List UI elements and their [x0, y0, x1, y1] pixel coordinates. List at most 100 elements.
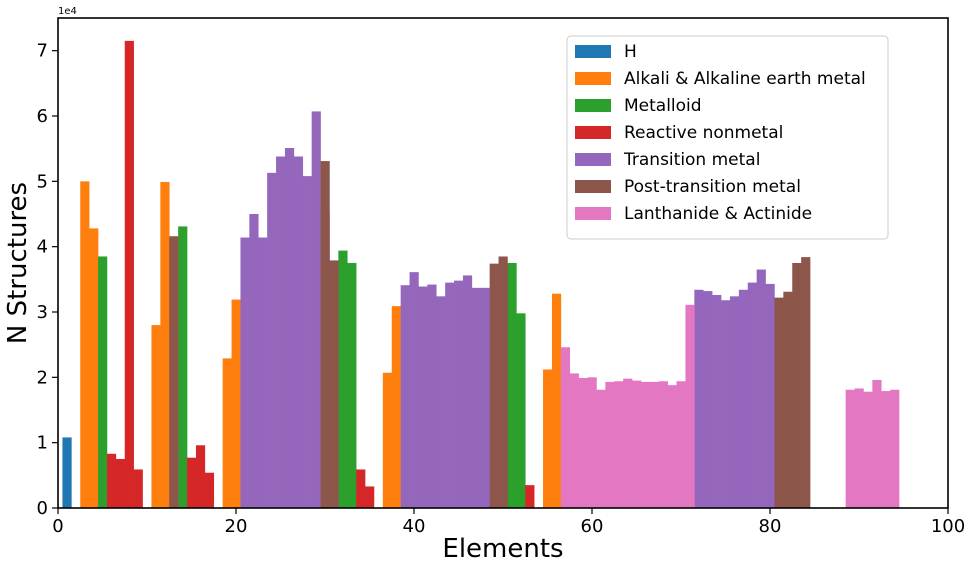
- bar-2-5: [98, 256, 108, 508]
- legend-box: [566, 35, 889, 240]
- bar-4-28: [302, 176, 312, 508]
- bar-6-93: [881, 391, 891, 508]
- y-axis-title: N Structures: [3, 182, 33, 344]
- bar-6-59: [578, 377, 588, 508]
- bar-6-68: [658, 381, 668, 508]
- bar-2-32: [338, 250, 348, 508]
- bar-1-56: [551, 293, 562, 508]
- bar-5-82: [783, 291, 793, 508]
- bar-4-44: [445, 282, 455, 508]
- bar-4-27: [293, 156, 304, 509]
- legend-swatch: [575, 45, 611, 58]
- bar-4-29: [311, 111, 321, 508]
- bar-3-16: [195, 445, 206, 508]
- bar-6-60: [587, 377, 597, 508]
- bar-3-6: [106, 453, 117, 508]
- bar-2-14: [178, 226, 188, 508]
- legend-swatch: [575, 126, 611, 139]
- bar-1-38: [391, 306, 401, 508]
- plot-frame: [57, 17, 949, 509]
- bar-3-17: [204, 472, 215, 508]
- bar-4-75: [721, 300, 731, 508]
- legend-label: Alkali & Alkaline earth metal: [624, 69, 866, 89]
- legend-swatch: [575, 72, 611, 85]
- bar-0-1: [62, 437, 72, 508]
- bar-extra-30: [320, 161, 330, 508]
- bar-1-12: [160, 181, 170, 508]
- bar-4-42: [427, 284, 437, 508]
- x-axis-ticks: 0 20 40 60 80 100: [52, 508, 965, 537]
- legend: H Alkali & Alkaline earth metal Metalloid R…: [566, 35, 889, 240]
- bar-6-67: [649, 381, 660, 508]
- legend-label: Transition metal: [623, 150, 760, 170]
- bar-3-9: [133, 469, 143, 508]
- bar-2-33: [347, 263, 357, 508]
- bar-6-89: [845, 389, 855, 508]
- bar-6-70: [676, 381, 686, 508]
- bar-4-23: [258, 237, 268, 508]
- y-tick-label: 3: [37, 302, 48, 323]
- bar-3-34: [356, 469, 366, 508]
- bar-6-91: [863, 391, 873, 508]
- bar-1-20: [231, 299, 241, 508]
- y-tick-label: 0: [37, 498, 48, 519]
- bar-6-71: [685, 304, 695, 508]
- bar-6-65: [632, 380, 642, 508]
- bar-4-41: [418, 286, 428, 508]
- bar-4-80: [765, 283, 775, 508]
- bar-4-76: [729, 296, 740, 508]
- legend-label: H: [624, 42, 637, 62]
- legend-label: Reactive nonmetal: [624, 123, 783, 143]
- bar-4-74: [712, 295, 722, 508]
- bar-4-48: [480, 287, 490, 508]
- bar-4-26: [284, 148, 295, 508]
- bar-4-46: [462, 275, 473, 508]
- y-tick-label: 1: [37, 433, 48, 454]
- bar-1-3: [80, 181, 90, 509]
- bar-4-47: [471, 287, 482, 508]
- x-tick-label: 0: [52, 516, 63, 537]
- bar-4-79: [756, 269, 766, 508]
- x-axis-title: Elements: [442, 534, 563, 564]
- bars-group: [62, 40, 900, 509]
- bar-6-94: [890, 389, 900, 508]
- bar-3-35: [365, 486, 375, 508]
- bar-1-37: [382, 372, 393, 508]
- bar-4-25: [276, 156, 286, 509]
- bar-1-4: [89, 228, 99, 508]
- bar-1-11: [151, 325, 161, 508]
- bar-5-49: [489, 263, 499, 508]
- bar-5-81: [774, 297, 784, 508]
- bar-6-90: [854, 388, 864, 508]
- bar-3-7: [115, 459, 126, 508]
- bar-6-69: [667, 385, 677, 508]
- bar-4-39: [400, 285, 410, 508]
- bar-6-64: [623, 378, 633, 508]
- y-tick-label: 7: [37, 41, 48, 62]
- y-tick-label: 6: [37, 106, 48, 127]
- bar-4-43: [436, 296, 446, 508]
- bar-3-8: [124, 40, 134, 508]
- bar-6-62: [605, 381, 615, 508]
- y-tick-label: 4: [37, 237, 48, 258]
- bar-5-31: [329, 260, 339, 508]
- bar-5-50: [498, 256, 508, 508]
- bar-6-58: [569, 373, 579, 508]
- bar-2-51: [507, 263, 517, 508]
- bar-4-40: [409, 272, 419, 508]
- legend-label: Lanthanide & Actinide: [624, 204, 812, 224]
- bar-2-52: [516, 313, 526, 508]
- legend-swatch: [575, 180, 611, 193]
- bar-6-92: [872, 379, 882, 508]
- bar-4-78: [747, 282, 757, 508]
- bar-5-83: [792, 263, 802, 508]
- bar-4-22: [249, 214, 259, 508]
- bar-4-24: [267, 172, 277, 508]
- y-tick-label: 2: [37, 367, 48, 388]
- legend-label: Metalloid: [624, 96, 702, 116]
- x-tick-label: 60: [581, 516, 604, 537]
- bar-6-61: [596, 389, 606, 508]
- x-tick-label: 100: [931, 516, 965, 537]
- x-tick-label: 20: [225, 516, 248, 537]
